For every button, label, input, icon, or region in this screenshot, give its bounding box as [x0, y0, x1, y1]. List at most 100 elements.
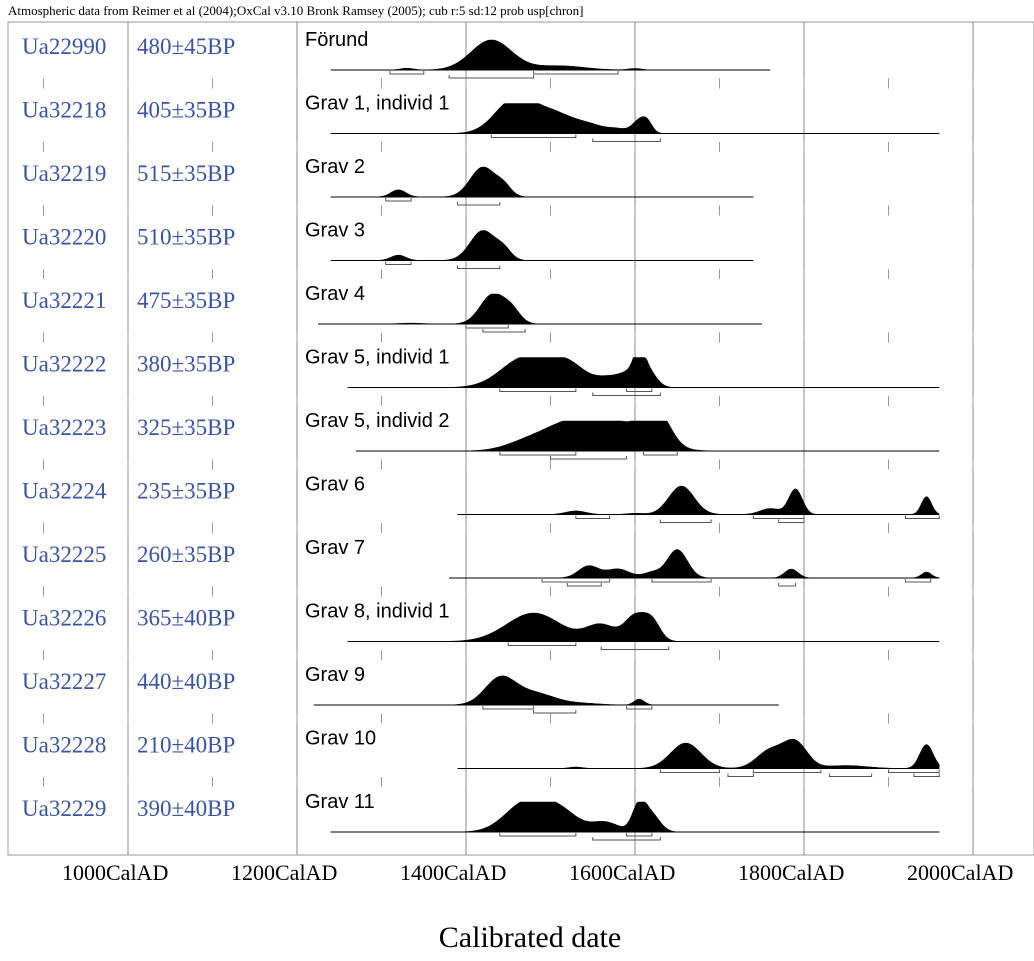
range-bracket [626, 388, 653, 392]
bp-date: 325±35BP [137, 415, 235, 440]
range-bracket [465, 325, 509, 329]
lab-id: Ua32227 [22, 669, 106, 694]
range-bracket [904, 515, 940, 519]
range-bracket [457, 202, 501, 206]
range-bracket [541, 579, 611, 583]
probability-distribution [330, 801, 940, 833]
range-bracket [448, 75, 535, 79]
bp-date: 475±35BP [137, 288, 235, 313]
sample-row: Ua32228 210±40BP Grav 10 [22, 728, 940, 777]
range-bracket [592, 392, 661, 396]
range-bracket [490, 134, 577, 138]
sample-row: Ua32218 405±35BP Grav 1, individ 1 [22, 93, 940, 142]
probability-distribution [347, 612, 940, 642]
range-bracket [592, 138, 661, 142]
sample-name: Grav 3 [305, 220, 365, 242]
range-bracket [642, 452, 678, 456]
bp-date: 235±35BP [137, 479, 235, 504]
probability-distribution [318, 293, 762, 325]
sample-name: Grav 9 [305, 664, 365, 686]
bp-date: 405±35BP [137, 98, 235, 123]
sample-name: Grav 11 [305, 791, 375, 813]
range-bracket [457, 265, 501, 269]
plot-frame [7, 21, 1034, 856]
bp-date: 380±35BP [137, 352, 235, 377]
lab-id: Ua32219 [22, 161, 106, 186]
sample-row: Ua32227 440±40BP Grav 9 [22, 664, 779, 714]
lab-id: Ua32224 [22, 479, 107, 504]
range-bracket [482, 706, 535, 710]
range-bracket [592, 837, 661, 841]
bp-date: 390±40BP [137, 796, 235, 821]
probability-distribution [457, 738, 940, 769]
probability-distribution [313, 675, 779, 706]
range-bracket [385, 198, 412, 202]
range-bracket [888, 769, 940, 773]
lab-id: Ua32222 [22, 352, 106, 377]
lab-id: Ua32226 [22, 606, 106, 631]
x-tick-label: 1200CalAD [231, 860, 337, 885]
x-tick-label: 1800CalAD [738, 860, 844, 885]
range-bracket [550, 456, 628, 460]
lab-id: Ua32223 [22, 415, 106, 440]
sample-name: Grav 8, individ 1 [305, 601, 450, 623]
range-bracket [507, 642, 577, 646]
range-bracket [828, 773, 873, 777]
probability-distribution [347, 357, 940, 388]
x-tick-label: 1600CalAD [569, 860, 675, 885]
probability-distribution [330, 230, 754, 261]
range-bracket [651, 579, 712, 583]
sample-name: Grav 1, individ 1 [305, 93, 450, 115]
range-bracket [778, 519, 805, 523]
range-bracket [727, 773, 754, 777]
probability-distribution [330, 166, 754, 198]
range-bracket [482, 329, 526, 333]
sample-name: Grav 5, individ 2 [305, 410, 450, 432]
range-bracket [575, 515, 611, 519]
range-bracket [659, 769, 720, 773]
bp-date: 440±40BP [137, 669, 235, 694]
bp-date: 480±45BP [137, 34, 235, 59]
sample-row: Ua32225 260±35BP Grav 7 [22, 537, 940, 587]
range-bracket [659, 519, 712, 523]
range-bracket [600, 646, 670, 650]
chart-title: Atmospheric data from Reimer et al (2004… [8, 3, 584, 18]
x-tick-label: 1400CalAD [400, 860, 506, 885]
probability-distribution [449, 549, 940, 579]
sample-row: Ua22990 480±45BP Förund [22, 29, 771, 79]
range-bracket [752, 515, 805, 519]
bp-date: 260±35BP [137, 542, 235, 567]
sample-rows: Ua22990 480±45BP Förund Ua32218 405±35BP Grav… [22, 29, 940, 841]
probability-distribution [330, 103, 940, 134]
sample-name: Grav 2 [305, 156, 365, 178]
bp-date: 510±35BP [137, 225, 235, 250]
range-bracket [566, 583, 602, 587]
sample-row: Ua32229 390±40BP Grav 11 [22, 791, 940, 841]
range-bracket [913, 773, 940, 777]
sample-row: Ua32221 475±35BP Grav 4 [22, 283, 762, 333]
sample-name: Förund [305, 29, 368, 51]
sample-row: Ua32224 235±35BP Grav 6 [22, 474, 940, 523]
sample-row: Ua32222 380±35BP Grav 5, individ 1 [22, 347, 940, 396]
lab-id: Ua32220 [22, 225, 106, 250]
x-axis-label: Calibrated date [439, 921, 621, 954]
range-bracket [752, 769, 822, 773]
lab-id: Ua32218 [22, 98, 106, 123]
lab-id: Ua32229 [22, 796, 106, 821]
range-bracket [385, 261, 412, 265]
sample-name: Grav 10 [305, 728, 376, 750]
sample-row: Ua32226 365±40BP Grav 8, individ 1 [22, 601, 940, 650]
range-bracket [499, 388, 577, 392]
sample-row: Ua32223 325±35BP Grav 5, individ 2 [22, 410, 940, 460]
probability-distribution [330, 39, 771, 71]
lab-id: Ua32228 [22, 733, 106, 758]
sample-name: Grav 4 [305, 283, 365, 305]
sample-row: Ua32219 515±35BP Grav 2 [22, 156, 754, 206]
sample-name: Grav 7 [305, 537, 365, 559]
bp-date: 210±40BP [137, 733, 235, 758]
probability-distribution [356, 420, 940, 452]
x-axis-ticks: 1000CalAD 1200CalAD 1400CalAD 1600CalAD 1800… [62, 860, 1013, 885]
lab-id: Ua32221 [22, 288, 106, 313]
